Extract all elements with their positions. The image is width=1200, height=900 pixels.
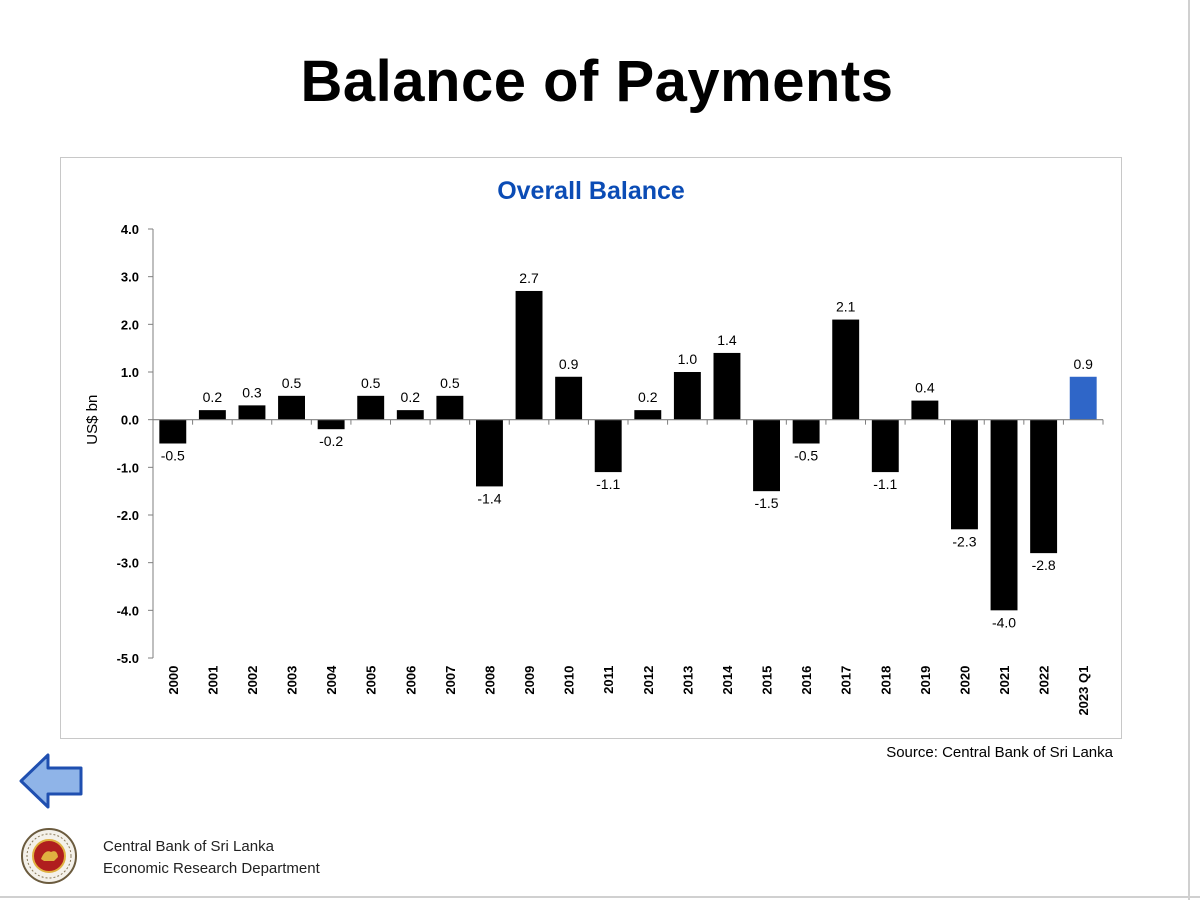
data-label: -2.3 [952,533,976,549]
chart-title: Overall Balance [497,177,685,205]
y-tick-label: 4.0 [121,222,139,237]
data-label: -1.1 [596,476,620,492]
data-label: 0.9 [559,356,579,372]
y-tick-label: -3.0 [117,556,139,571]
data-label: 0.5 [440,375,460,391]
bar [396,410,424,420]
data-label: -2.8 [1032,557,1056,573]
x-tick-label: 2014 [720,665,735,695]
data-label: 1.4 [717,332,737,348]
bar [911,400,939,420]
x-tick-label: 2001 [205,666,220,695]
bar [317,419,345,430]
data-label: -0.5 [794,448,818,464]
bar [871,419,899,473]
data-label: 0.2 [203,389,223,405]
bar [832,319,860,420]
x-tick-label: 2019 [918,666,933,695]
data-label: 0.2 [638,389,658,405]
y-tick-label: 1.0 [121,365,139,380]
data-label: -1.5 [754,495,778,511]
data-label: 1.0 [678,351,698,367]
data-label: 0.4 [915,380,935,396]
y-tick-label: 3.0 [121,270,139,285]
x-tick-label: 2000 [166,666,181,695]
y-tick-label: -5.0 [117,651,139,666]
back-arrow-button[interactable] [18,752,84,810]
left-arrow-icon [19,753,83,809]
overall-balance-chart: Overall Balance US$ bn 4.0 3.0 2.0 1.0 0.0 -1.0… [84,177,1104,716]
data-label: -1.1 [873,476,897,492]
bar [673,372,701,420]
x-tick-label: 2013 [680,666,695,695]
x-tick-label: 2002 [245,666,260,695]
data-label: 2.7 [519,270,539,286]
y-axis-label: US$ bn [84,395,101,445]
y-tick-label: 0.0 [121,413,139,428]
bar [278,395,305,420]
bar [753,419,780,492]
bar [436,395,464,420]
bar [1069,376,1097,420]
y-tick-label: -4.0 [117,603,139,618]
data-label: 0.2 [401,389,421,405]
x-tick-label: 2012 [641,666,656,695]
chart-frame: Overall Balance US$ bn 4.0 3.0 2.0 1.0 0.0 -1.0… [60,157,1122,739]
x-tick-label: 2020 [957,666,972,695]
source-note: Source: Central Bank of Sri Lanka [886,744,1113,761]
data-label: 2.1 [836,299,856,315]
footer-organization: Central Bank of Sri Lanka Economic Resea… [103,836,320,880]
y-tick-label: -2.0 [117,508,139,523]
bar [792,419,820,444]
bar [238,405,266,420]
x-tick-label: 2018 [878,666,893,695]
data-label: -4.0 [992,614,1016,630]
bar [1030,419,1058,554]
data-label: 0.3 [242,384,262,400]
x-tick-label: 2005 [364,666,379,695]
bar [198,410,226,420]
slide-bottom-border [0,896,1200,898]
bar [159,419,187,444]
x-tick-label: 2003 [285,666,300,695]
bar [555,376,583,420]
bar [713,352,741,420]
x-tick-label: 2010 [562,666,577,695]
x-tick-label: 2017 [839,666,854,695]
bar [634,410,662,420]
x-tick-label: 2015 [760,666,775,695]
slide-title: Balance of Payments [300,49,894,114]
data-label: -0.5 [161,448,185,464]
data-label: 0.5 [361,375,381,391]
bar [476,419,503,487]
slide-right-border [1188,0,1190,900]
x-tick-label: 2011 [601,666,616,694]
bar [357,395,385,420]
x-tick-label: 2004 [324,665,339,695]
x-tick-label: 2021 [997,666,1012,695]
bar [594,419,622,473]
data-label: -0.2 [319,433,343,449]
data-label: 0.5 [282,375,302,391]
bar [990,419,1018,611]
x-tick-label: 2022 [1037,666,1052,695]
bar [951,419,978,530]
bar [515,290,543,420]
x-tick-label: 2023 Q1 [1076,666,1091,716]
footer-bank-name: Central Bank of Sri Lanka [103,838,274,855]
y-tick-label: -1.0 [117,460,139,475]
x-tick-label: 2007 [443,666,458,695]
x-tick-label: 2016 [799,666,814,695]
data-label: 0.9 [1073,356,1093,372]
data-label: -1.4 [477,490,501,506]
x-tick-label: 2006 [403,666,418,695]
y-tick-label: 2.0 [121,317,139,332]
x-tick-label: 2009 [522,666,537,695]
footer-department: Economic Research Department [103,860,320,877]
central-bank-seal-icon [16,827,82,885]
x-tick-label: 2008 [482,666,497,695]
